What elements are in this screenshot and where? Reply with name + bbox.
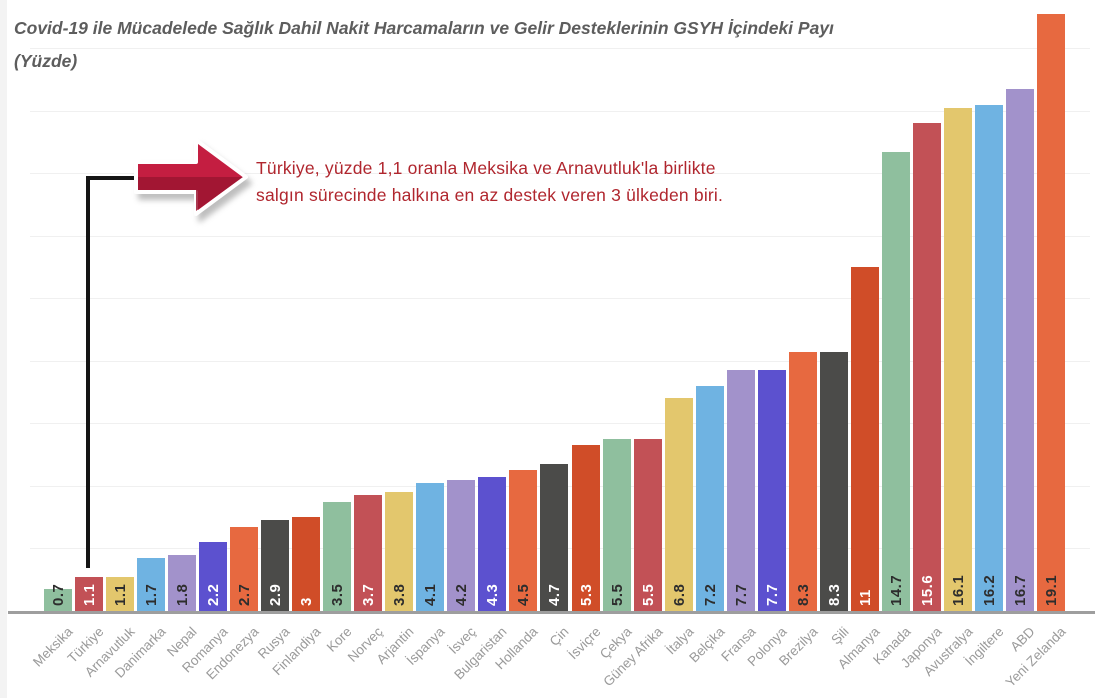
bar-Almanya [851,267,879,611]
value-label-İtalya: 6.8 [671,583,688,606]
value-label-Yeni Zelanda: 19.1 [1043,574,1060,606]
annotation-text: Türkiye, yüzde 1,1 oranla Meksika ve Arn… [256,155,723,209]
red-arrow-icon [134,138,248,216]
bar-İngiltere [975,105,1003,611]
value-label-Avustralya: 16.1 [950,574,967,606]
value-label-Almanya: 11 [857,589,874,606]
bar-Fransa [727,370,755,611]
bar-Çekya [603,439,631,611]
value-label-Arnavutluk: 1.1 [112,583,129,606]
value-label-Brezilya: 8.3 [795,583,812,606]
value-label-Rusya: 2.9 [267,583,284,606]
value-label-İsviçre: 5.3 [578,583,595,606]
bar-Yeni Zelanda [1037,14,1065,611]
bar-Arnavutluk [106,577,134,611]
bar-Romanya [199,542,227,611]
value-label-Çekya: 5.5 [609,583,626,606]
gridline-10 [30,298,1090,299]
bar-Japonya [913,123,941,611]
bar-Çin [540,464,568,611]
bar-Rusya [261,520,289,611]
bar-İsveç [447,480,475,611]
category-label-Çin: Çin [546,624,572,649]
value-label-Danimarka: 1.7 [143,583,160,606]
bar-Danimarka [137,558,165,611]
bar-Bulgaristan [478,477,506,611]
annotation-connector-vertical-line [86,176,90,568]
bar-İsviçre [572,445,600,611]
x-axis-line [8,611,1095,614]
value-label-Meksika: 0.7 [50,583,67,606]
value-label-Japonya: 15.6 [919,574,936,606]
chart-title-line1: Covid-19 ile Mücadelede Sağlık Dahil Nak… [14,18,834,38]
value-label-İngiltere: 16.2 [981,574,998,606]
bar-Nepal [168,555,196,611]
value-label-Norveç: 3.7 [360,583,377,606]
value-label-Belçika: 7.2 [702,583,719,606]
value-label-Şili: 8.3 [826,583,843,606]
value-label-Arjantin: 3.8 [391,583,408,606]
bar-İspanya [416,483,444,611]
bar-Kore [323,502,351,611]
bar-Türkiye [75,577,103,611]
bar-Kanada [882,152,910,611]
value-label-Güney Afrika: 5.5 [640,583,657,606]
gridline-6 [30,423,1090,424]
bar-Polonya [758,370,786,611]
value-label-İsveç: 4.2 [453,583,470,606]
value-label-Nepal: 1.8 [174,583,191,606]
bar-Norveç [354,495,382,611]
value-label-Türkiye: 1.1 [81,583,98,606]
value-label-Bulgaristan: 4.3 [484,583,501,606]
bar-Belçika [696,386,724,611]
bar-ABD [1006,89,1034,611]
gridline-12 [30,236,1090,237]
chart-title: Covid-19 ile Mücadelede Sağlık Dahil Nak… [14,12,934,78]
bar-İtalya [665,398,693,611]
value-label-Fransa: 7.7 [733,583,750,606]
bar-Şili [820,352,848,611]
gridline-18 [30,48,1090,49]
value-label-Romanya: 2.2 [205,583,222,606]
gridline-16 [30,111,1090,112]
annotation-line2: salgın sürecinde halkına en az destek ve… [256,185,724,205]
bar-Avustralya [944,108,972,611]
annotation-line1: Türkiye, yüzde 1,1 oranla Meksika ve Arn… [256,158,716,178]
value-label-Endonezya: 2.7 [236,583,253,606]
bar-Hollanda [509,470,537,611]
page-edge-strip [0,0,7,698]
value-label-Polonya: 7.7 [764,583,781,606]
value-label-Finlandiya: 3 [298,597,315,606]
bar-Finlandiya [292,517,320,611]
bar-Brezilya [789,352,817,611]
bar-Arjantin [385,492,413,611]
chart-title-line2: (Yüzde) [14,51,78,71]
bar-Endonezya [230,527,258,611]
value-label-İspanya: 4.1 [422,583,439,606]
gridline-14 [30,173,1090,174]
annotation-connector-horizontal-line [86,176,140,180]
value-label-Çin: 4.7 [546,583,563,606]
value-label-ABD: 16.7 [1012,574,1029,606]
category-label-Meksika: Meksika [29,624,76,670]
value-label-Kore: 3.5 [329,583,346,606]
bar-Meksika [44,589,72,611]
category-label-Şili: Şili [828,624,852,648]
bar-Güney Afrika [634,439,662,611]
value-label-Kanada: 14.7 [888,574,905,606]
gridline-8 [30,361,1090,362]
category-label-İsviçre: İsviçre [565,624,604,663]
value-label-Hollanda: 4.5 [515,583,532,606]
